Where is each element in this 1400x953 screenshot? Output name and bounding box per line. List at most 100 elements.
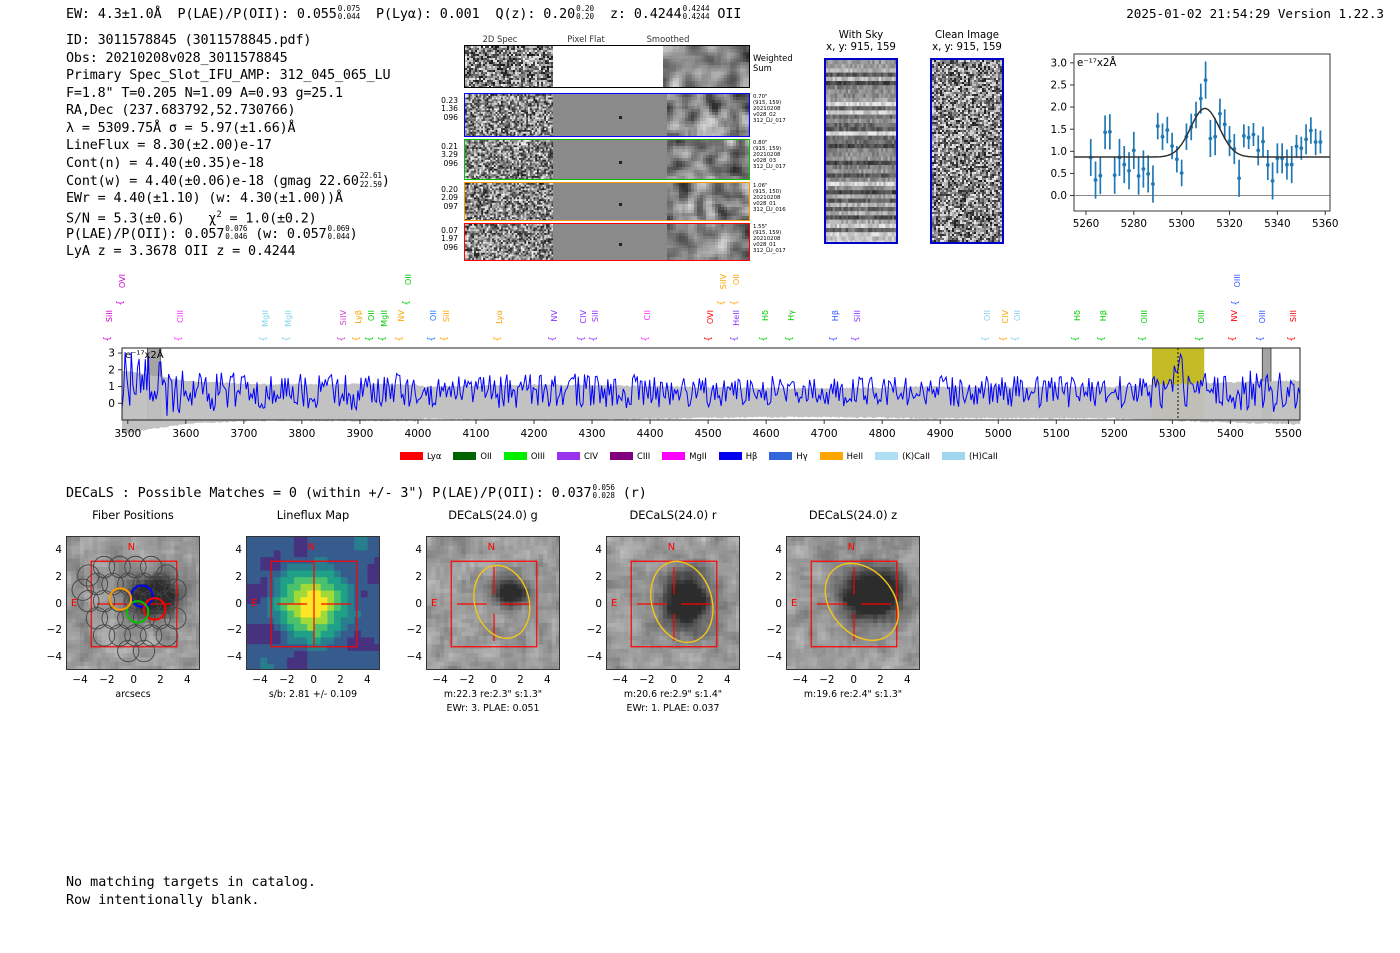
xtick-0-1: −2 <box>99 674 115 686</box>
emission-label-MgII-4: MgII <box>283 310 293 327</box>
emission-brace-7: { <box>365 336 375 342</box>
xtick-1-1: −2 <box>279 674 295 686</box>
xtick-3-0: −4 <box>612 674 628 686</box>
emission-brace-29: { <box>1071 336 1081 342</box>
header-field-3: Q(z): 0.20 <box>495 7 576 23</box>
header-field-0: EW: 4.3±1.0Å <box>66 7 162 23</box>
ytick-0-3: −2 <box>46 624 62 637</box>
fiber-meta-2-1: (915, 150) <box>753 189 782 196</box>
header-field-2: P(Lyα): 0.001 <box>376 7 480 23</box>
emission-label-H-29: Hδ <box>1072 310 1082 322</box>
fiber-stat-1-0: 0.21 <box>441 142 458 151</box>
decals-header-suffix: (r) <box>614 486 647 502</box>
fiber-meta-1: 0.80" (915, 159) 20210208 v028_03 312_LU_017 <box>753 140 813 170</box>
fiber-meta-0-3: v028_02 <box>753 112 777 119</box>
fiber-stat-0-2: 096 <box>443 112 459 122</box>
emission-label-OII-26: OII <box>982 310 992 322</box>
ytick-1-3: −2 <box>226 624 242 637</box>
uncertainty-range: 0.20 0.20 <box>576 4 594 22</box>
info-line-0: ID: 3011578845 (3011578845.pdf) <box>66 33 312 48</box>
legend-label-KCaII: (K)CaII <box>902 450 931 461</box>
legend-swatch-OII <box>453 451 477 460</box>
xtick-3-3: 2 <box>697 674 704 686</box>
fiber-stats-1: 0.21 3.29 096 <box>420 142 458 168</box>
uncertainty-range: 0.075 0.044 <box>337 4 361 22</box>
fiber-stats-0: 0.23 1.36 096 <box>420 96 459 122</box>
fiber-meta-0-1: (915, 159) <box>753 100 782 107</box>
emission-brace-15: { <box>577 336 587 342</box>
info-line-redshifts: LyA z = 3.3678 OII z = 0.4244 <box>66 243 296 259</box>
fiber-pixelflat-2 <box>553 183 671 220</box>
compass-north-4: N <box>847 542 856 553</box>
emission-brace-26: { <box>981 336 991 342</box>
spec2d-col-header-0: 2D Spec <box>482 34 518 44</box>
fiber-stat-2-1: 2.09 <box>441 193 458 203</box>
emission-label-OII-11: OII <box>428 310 438 322</box>
emission-brace-31: { <box>1138 336 1148 342</box>
emission-brace-33: { <box>1231 300 1241 306</box>
panel-caption2-3: EWr: 1. PLAE: 0.037 <box>626 703 720 714</box>
emission-label-SiII-16: SiII <box>590 310 600 323</box>
emission-label-OII-28: OII <box>1012 310 1022 322</box>
compass-east-4: E <box>791 597 798 609</box>
info-line-ewr: EWr = 4.40(±1.10) (w: 4.30(±1.00))Å <box>66 190 343 206</box>
fiber-meta-2-2: 20210208 <box>753 195 781 202</box>
emission-label-Ly-6: Lyβ <box>353 310 363 324</box>
emission-brace-34: { <box>1228 336 1238 342</box>
spectrum-legend: Lyα OII OIII CIV CIII MgII Hβ Hγ HeII (K)CaII (H)C… <box>400 450 1010 461</box>
legend-swatch-HCaII <box>942 451 966 460</box>
compass-north-3: N <box>667 542 676 553</box>
ytick-1-4: −4 <box>226 651 242 664</box>
emission-label-SiII-36: SiII <box>1288 310 1298 323</box>
uncertainty-range: 22.61 22.59 <box>359 171 382 189</box>
with-sky-coords: x, y: 915, 159 <box>826 42 896 53</box>
xtick-0-4: 4 <box>183 674 191 686</box>
xtick-3-1: −2 <box>639 674 655 686</box>
xtick-4-4: 4 <box>903 674 911 686</box>
emission-brace-16: { <box>589 336 599 342</box>
ytick-0-2: 0 <box>55 597 62 610</box>
fiber-smoothed-2 <box>667 183 749 220</box>
header-field-4: z: 0.4244 <box>609 7 682 23</box>
clean-image-title: Clean Image x, y: 915, 159 <box>926 30 1008 54</box>
fiber-row-1 <box>464 139 750 180</box>
legend-swatch-MgII <box>662 451 686 460</box>
weighted-sum-strip <box>464 45 750 88</box>
emission-brace-3: { <box>259 336 269 342</box>
fiber-stat-1-1: 3.29 <box>441 150 458 160</box>
xtick-4-2: 0 <box>850 674 857 686</box>
legend-swatch-HeII <box>819 451 843 460</box>
fiber-meta-0-0: 0.70" <box>753 94 768 100</box>
fiber-stat-2-0: 0.20 <box>441 185 458 194</box>
emission-label-MgII-8: MgII <box>379 310 389 327</box>
line-fit-plot: e⁻¹⁷x2Å 0.0 0.5 1.0 1.5 2.0 2.5 3.0 5260 5280 5300… <box>1032 40 1338 245</box>
fiber-meta-3-4: 312_LU_017 <box>753 248 786 255</box>
emission-brace-35: { <box>1256 336 1266 342</box>
panel-image-4 <box>786 536 920 670</box>
panel-caption-4: m:19.6 re:2.4" s:1.3" <box>803 689 903 700</box>
fiber-meta-3-0: 1.55" <box>753 224 768 230</box>
emission-brace-17: { <box>641 336 651 342</box>
ytick-1-0: 4 <box>235 544 242 557</box>
fiber-meta-1-1: (915, 159) <box>753 146 782 153</box>
fiber-meta-2-0: 1.06" <box>753 183 768 189</box>
xtick-0-3: 2 <box>157 674 164 686</box>
panel-image-3 <box>606 536 740 670</box>
emission-label-OII-10: OII <box>403 274 413 286</box>
fiber-stat-3-0: 0.07 <box>441 226 458 235</box>
info-line-6: LineFlux = 8.30(±2.00)e-17 <box>66 138 272 154</box>
fiber-smoothed-3 <box>667 224 749 260</box>
ytick-3-4: −4 <box>586 651 602 664</box>
xtick-2-3: 2 <box>517 674 524 686</box>
fiber-meta-0: 0.70" (915, 159) 20210208 v028_02 312_LU_017 <box>753 94 813 124</box>
emission-label-Ly-13: Lyα <box>494 310 504 324</box>
legend-swatch-KCaII <box>875 451 899 460</box>
fiber-stat-0-1: 1.36 <box>441 104 458 114</box>
panel-image-1 <box>246 536 380 670</box>
ytick-3-0: 4 <box>595 544 602 557</box>
fiber-smoothed-1 <box>667 140 749 179</box>
xtick-4-0: −4 <box>792 674 808 686</box>
pixelflat-defect-2 <box>619 202 623 206</box>
emission-label-OIII-33: OIII <box>1232 274 1242 288</box>
with-sky-cutout <box>824 58 898 244</box>
